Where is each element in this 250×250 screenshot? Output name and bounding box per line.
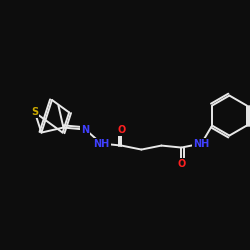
Text: N: N	[81, 124, 90, 134]
Text: NH: NH	[193, 138, 210, 148]
Text: NH: NH	[93, 138, 110, 148]
Text: S: S	[31, 108, 38, 118]
Text: O: O	[177, 158, 186, 168]
Text: O: O	[117, 124, 126, 134]
